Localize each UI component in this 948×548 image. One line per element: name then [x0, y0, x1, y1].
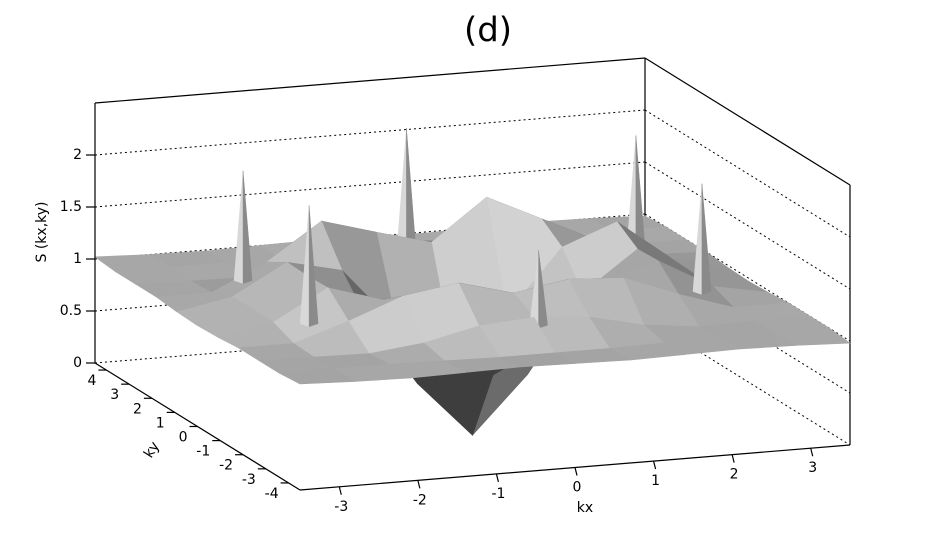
z-tick-label: 0.5	[60, 303, 82, 319]
z-axis-label: S (kx,ky)	[34, 202, 50, 263]
y-axis-label: ky	[141, 439, 163, 461]
y-tick-label: -3	[242, 472, 256, 488]
y-tick-label: 3	[110, 387, 119, 403]
x-tick-label: 3	[808, 460, 817, 476]
peak	[299, 205, 319, 327]
peak-face	[538, 250, 548, 329]
x-axis-label: kx	[577, 500, 593, 516]
peak	[529, 250, 548, 329]
peak-face	[701, 183, 712, 295]
x-tick-label: -2	[413, 492, 427, 508]
peak	[233, 170, 253, 284]
grid-line	[644, 161, 851, 290]
peak-face	[242, 170, 253, 284]
x-tick	[731, 454, 735, 463]
surface-patch	[278, 368, 356, 385]
y-tick-label: -1	[196, 444, 210, 460]
x-tick-label: 2	[730, 467, 739, 483]
x-tick	[417, 480, 421, 489]
peak	[692, 183, 712, 295]
x-tick-label: -3	[334, 499, 348, 515]
y-tick-label: 2	[133, 401, 142, 417]
x-tick-label: -1	[491, 486, 505, 502]
x-tick-label: 0	[573, 480, 582, 496]
x-tick	[810, 448, 814, 457]
y-tick-label: -4	[265, 486, 279, 502]
peak-face	[308, 205, 319, 327]
grid-line	[644, 109, 851, 238]
x-tick	[652, 460, 657, 470]
x-tick	[574, 467, 578, 476]
y-tick-label: 0	[179, 430, 188, 446]
y-tick-label: 1	[156, 415, 165, 431]
y-tick-label: 4	[87, 373, 96, 389]
x-tick-label: 1	[651, 473, 660, 489]
x-tick	[495, 473, 500, 483]
z-tick-label: 0	[73, 355, 82, 371]
grid-line	[94, 109, 646, 156]
box-edge	[644, 57, 851, 186]
chart-title: (d)	[464, 11, 512, 51]
z-tick-label: 1.5	[60, 199, 82, 215]
y-tick-label: -2	[219, 458, 233, 474]
box-edge	[94, 57, 646, 104]
z-tick-label: 1	[73, 251, 82, 267]
x-tick	[338, 486, 342, 495]
grid-line	[94, 161, 646, 208]
z-tick-label: 2	[73, 147, 82, 163]
